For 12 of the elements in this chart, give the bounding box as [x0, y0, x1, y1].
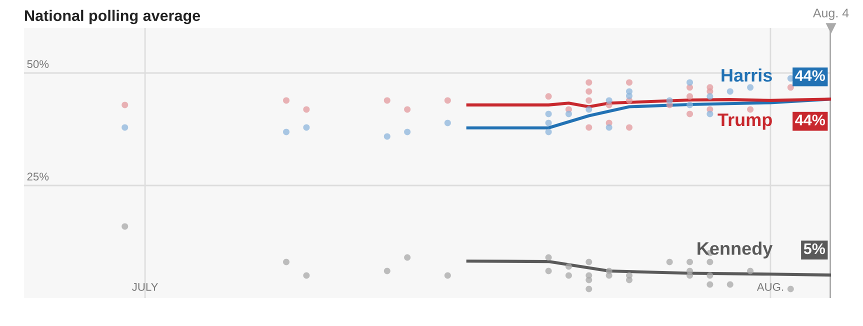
legend-label: Kennedy: [698, 242, 773, 258]
ref-line-label: Aug. 4: [812, 8, 849, 20]
legend-label: Harris: [722, 68, 772, 82]
data-label: 44%: [795, 114, 826, 126]
legend-label: Trump: [718, 114, 772, 130]
x-tick-label: AUG.: [756, 283, 784, 291]
y-tick-label: 50%: [27, 60, 49, 68]
data-label: 44%: [795, 70, 826, 81]
chart-title: National polling average: [25, 10, 200, 24]
x-tick-label: JULY: [132, 283, 158, 291]
y-tick-label: 25%: [27, 172, 49, 181]
data-label: 5%: [804, 243, 826, 254]
